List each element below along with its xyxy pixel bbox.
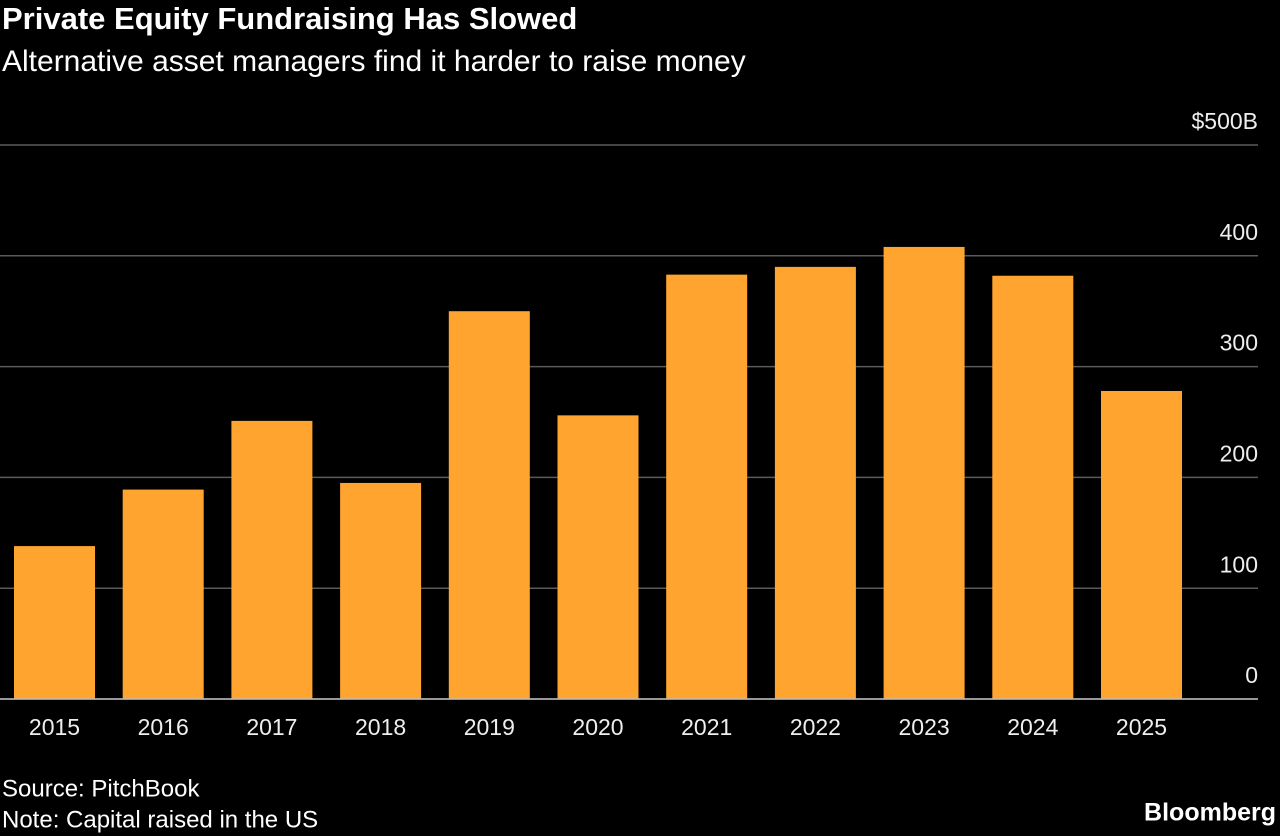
x-tick-label: 2019 [464,714,515,740]
y-tick-label: 100 [1220,551,1258,577]
x-tick-label: 2016 [138,714,189,740]
bar [448,311,530,699]
y-tick-label: 300 [1220,330,1258,356]
bar [340,482,422,699]
bar [992,275,1074,699]
x-tick-label: 2017 [246,714,297,740]
bar [14,546,95,699]
bar [231,420,313,699]
bar [557,415,639,699]
x-tick-label: 2015 [29,714,80,740]
bar [774,266,856,699]
note: Note: Capital raised in the US [2,806,318,833]
x-tick-label: 2025 [1116,714,1167,740]
x-tick-label: 2021 [681,714,732,740]
source: Source: PitchBook [2,775,200,802]
x-tick-label: 2024 [1007,714,1058,740]
chart-title: Private Equity Fundraising Has Slowed [2,1,577,36]
bar [883,246,965,699]
x-tick-label: 2018 [355,714,406,740]
bar [1101,390,1182,699]
chart-subtitle: Alternative asset managers find it harde… [2,45,746,78]
x-tick-label: 2022 [790,714,841,740]
y-tick-label: 200 [1220,440,1258,466]
y-tick-label: 400 [1220,219,1258,245]
x-tick-label: 2020 [572,714,623,740]
bar [122,489,204,699]
brand: Bloomberg [1144,799,1276,827]
y-tick-label: 0 [1245,662,1258,688]
x-tick-label: 2023 [899,714,950,740]
bar [666,274,748,699]
y-tick-label: $500B [1191,108,1258,134]
